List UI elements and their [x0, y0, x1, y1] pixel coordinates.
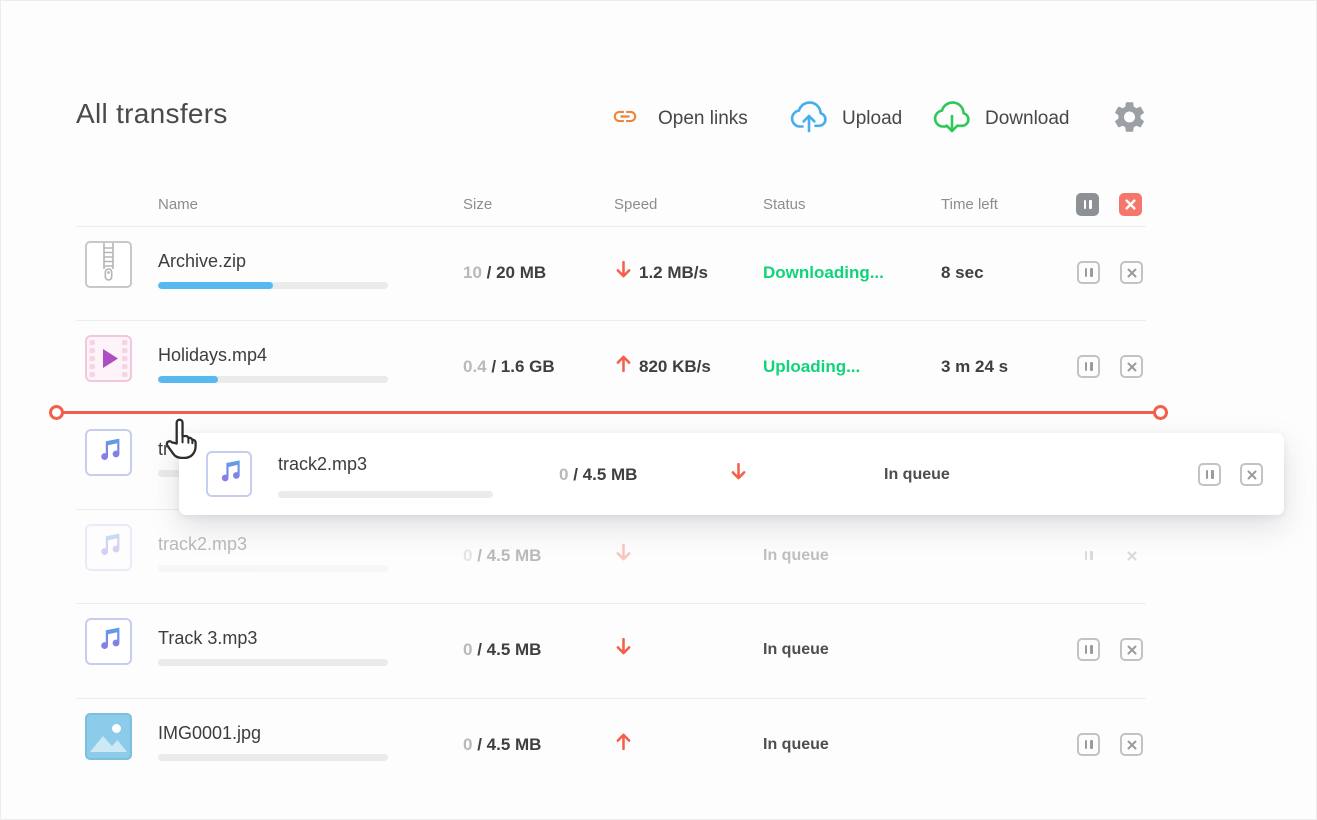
file-name: Track 3.mp3 [158, 628, 258, 648]
cancel-all-button[interactable] [1119, 193, 1142, 216]
download-direction-icon [728, 461, 749, 482]
gear-icon [1111, 98, 1148, 141]
column-header-time-left: Time left [941, 196, 998, 213]
progress-bar [158, 282, 388, 289]
upload-button[interactable]: Upload [789, 97, 902, 141]
speed-cell: 820 KB/s [639, 357, 711, 376]
time-left-cell: 3 m 24 s [941, 357, 1009, 376]
zip-file-icon [85, 241, 132, 288]
file-name: Archive.zip [158, 251, 247, 271]
size-cell: 10 / 20 MB [463, 263, 547, 282]
progress-bar [278, 491, 493, 498]
pause-button[interactable] [1077, 638, 1100, 661]
open-links-button[interactable]: Open links [605, 97, 748, 141]
pause-button [1077, 544, 1100, 567]
transfer-row-archive-zip[interactable]: Archive.zip 10 / 20 MB 1.2 MB/s Download… [76, 227, 1146, 320]
file-name: Holidays.mp4 [158, 345, 268, 365]
cloud-download-icon [932, 100, 972, 139]
image-file-icon [85, 713, 132, 760]
progress-bar [158, 565, 388, 572]
column-header-speed: Speed [614, 196, 658, 213]
progress-bar [158, 754, 388, 761]
cancel-button [1120, 544, 1143, 567]
video-file-icon [85, 335, 132, 382]
time-left-cell: 8 sec [941, 263, 984, 282]
cancel-button[interactable] [1120, 733, 1143, 756]
size-cell: 0 / 4.5 MB [463, 735, 542, 754]
progress-bar [158, 659, 388, 666]
size-cell: 0 / 4.5 MB [559, 465, 638, 484]
file-name: IMG0001.jpg [158, 723, 262, 743]
column-header-size: Size [463, 196, 493, 213]
transfer-row-img0001-jpg[interactable]: IMG0001.jpg 0 / 4.5 MB In queue [76, 699, 1146, 792]
row-divider [76, 698, 1146, 699]
cancel-button[interactable] [1240, 463, 1263, 486]
status-cell: In queue [763, 547, 829, 564]
drop-indicator-line [56, 411, 1160, 414]
file-name: track2.mp3 [278, 454, 368, 474]
pause-all-button[interactable] [1076, 193, 1099, 216]
size-cell: 0 / 4.5 MB [463, 546, 542, 565]
status-cell: In queue [763, 641, 829, 658]
upload-direction-icon [613, 353, 634, 374]
drop-indicator-dot-left [49, 405, 64, 420]
music-file-icon [206, 451, 252, 497]
cancel-button[interactable] [1120, 638, 1143, 661]
header-divider [76, 226, 1146, 227]
settings-button[interactable] [1109, 98, 1149, 140]
pause-button[interactable] [1077, 261, 1100, 284]
pause-button[interactable] [1198, 463, 1221, 486]
pause-button[interactable] [1077, 733, 1100, 756]
music-file-icon [85, 618, 132, 665]
speed-cell: 1.2 MB/s [639, 263, 708, 282]
transfer-row-track2-ghost: track2.mp3 0 / 4.5 MB In queue [76, 510, 1146, 603]
upload-direction-icon [613, 731, 634, 752]
cancel-button[interactable] [1120, 355, 1143, 378]
status-cell: Uploading... [763, 357, 861, 376]
size-cell: 0 / 4.5 MB [463, 640, 542, 659]
file-name: track2.mp3 [158, 534, 248, 554]
music-file-icon [85, 524, 132, 571]
dragged-transfer-card-track2-mp3[interactable]: track2.mp3 0 / 4.5 MB In queue [179, 433, 1284, 515]
column-header-name: Name [158, 196, 199, 213]
transfer-row-track3-mp3[interactable]: Track 3.mp3 0 / 4.5 MB In queue [76, 604, 1146, 697]
upload-label: Upload [842, 108, 903, 129]
cancel-button[interactable] [1120, 261, 1143, 284]
download-label: Download [985, 108, 1070, 129]
transfer-row-holidays-mp4[interactable]: Holidays.mp4 0.4 / 1.6 GB 820 KB/s Uploa… [76, 321, 1146, 414]
download-direction-icon [613, 259, 634, 280]
download-direction-icon [613, 636, 634, 657]
status-cell: Downloading... [763, 263, 884, 282]
music-file-icon [85, 429, 132, 476]
progress-bar [158, 376, 388, 383]
status-cell: In queue [884, 466, 950, 483]
size-cell: 0.4 / 1.6 GB [463, 357, 555, 376]
cloud-upload-icon [789, 100, 829, 139]
row-divider [76, 603, 1146, 604]
open-links-label: Open links [658, 108, 748, 129]
drop-indicator-dot-right [1153, 405, 1168, 420]
file-name: tr [158, 439, 169, 459]
download-direction-icon [613, 542, 634, 563]
page-title: All transfers [76, 98, 228, 129]
column-header-status: Status [763, 196, 806, 213]
download-button[interactable]: Download [932, 97, 1070, 141]
row-divider [76, 320, 1146, 321]
status-cell: In queue [763, 736, 829, 753]
link-icon [605, 103, 645, 135]
pause-button[interactable] [1077, 355, 1100, 378]
